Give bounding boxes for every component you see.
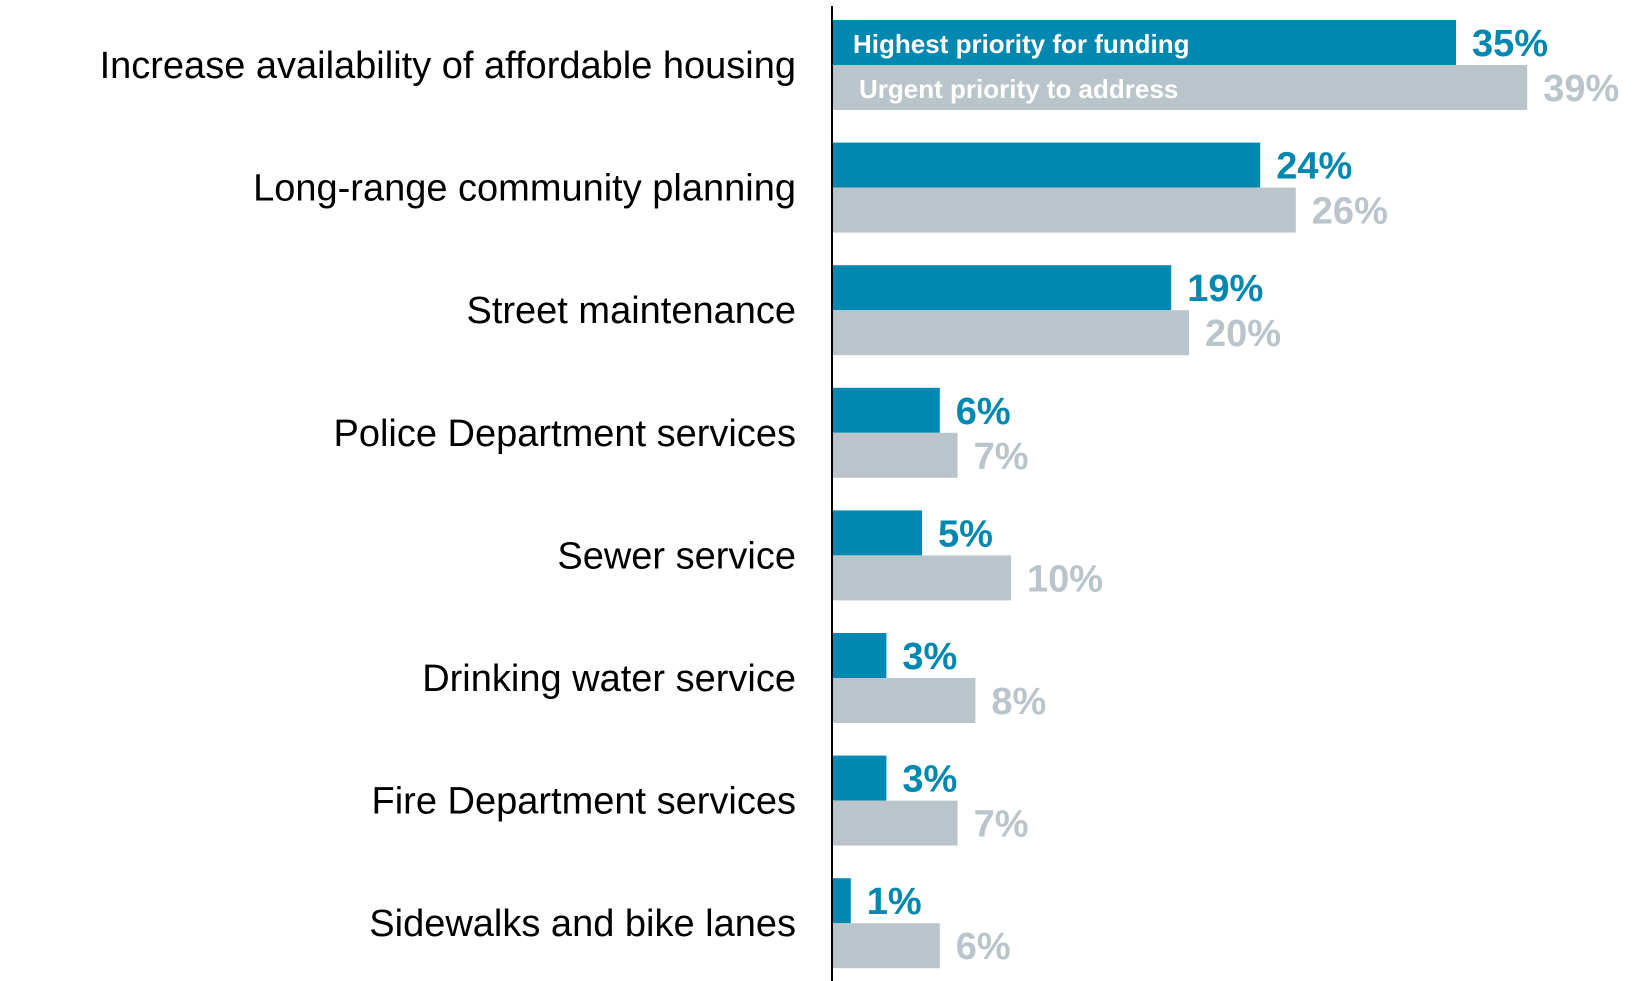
funding-priority-bar — [833, 755, 887, 801]
bars-layer — [833, 20, 1528, 969]
funding-value-label: 3% — [902, 759, 957, 801]
urgent-priority-bar — [833, 678, 976, 723]
category-label: Increase availability of affordable hous… — [100, 45, 796, 87]
urgent-value-label: 7% — [974, 436, 1029, 478]
funding-value-label: 24% — [1276, 146, 1352, 188]
category-label: Sewer service — [557, 535, 796, 577]
category-label: Fire Department services — [372, 781, 796, 823]
urgent-priority-bar — [833, 923, 940, 969]
funding-value-label: 35% — [1472, 23, 1548, 65]
category-label: Drinking water service — [422, 658, 796, 700]
labels-layer: Increase availability of affordable hous… — [100, 23, 1620, 968]
legend-layer: Highest priority for funding Urgent prior… — [853, 29, 1190, 104]
funding-priority-bar — [833, 633, 887, 678]
funding-value-label: 5% — [938, 513, 993, 555]
funding-value-label: 3% — [902, 636, 957, 678]
category-label: Sidewalks and bike lanes — [369, 903, 796, 945]
urgent-priority-bar — [833, 800, 958, 846]
category-label: Police Department services — [333, 413, 796, 455]
urgent-value-label: 39% — [1543, 68, 1619, 110]
urgent-priority-bar — [833, 65, 1528, 110]
category-label: Long-range community planning — [253, 168, 796, 210]
urgent-value-label: 8% — [991, 681, 1046, 723]
urgent-priority-bar — [833, 555, 1011, 601]
urgent-value-label: 7% — [974, 804, 1029, 846]
urgent-value-label: 20% — [1205, 313, 1281, 355]
urgent-value-label: 10% — [1027, 558, 1103, 600]
legend-urgent-label: Urgent priority to address — [859, 74, 1178, 104]
funding-priority-bar — [833, 142, 1261, 188]
funding-priority-bar — [833, 265, 1172, 311]
legend-funding-label: Highest priority for funding — [853, 29, 1190, 59]
urgent-priority-bar — [833, 432, 958, 478]
urgent-value-label: 6% — [956, 926, 1011, 968]
funding-value-label: 6% — [956, 391, 1011, 433]
funding-value-label: 19% — [1187, 268, 1263, 310]
funding-value-label: 1% — [867, 881, 922, 923]
funding-priority-bar — [833, 20, 1456, 65]
urgent-priority-bar — [833, 310, 1189, 356]
funding-priority-bar — [833, 387, 940, 433]
urgent-value-label: 26% — [1312, 191, 1388, 233]
funding-priority-bar — [833, 878, 851, 924]
funding-priority-bar — [833, 510, 922, 556]
category-label: Street maintenance — [466, 290, 796, 332]
urgent-priority-bar — [833, 187, 1296, 233]
